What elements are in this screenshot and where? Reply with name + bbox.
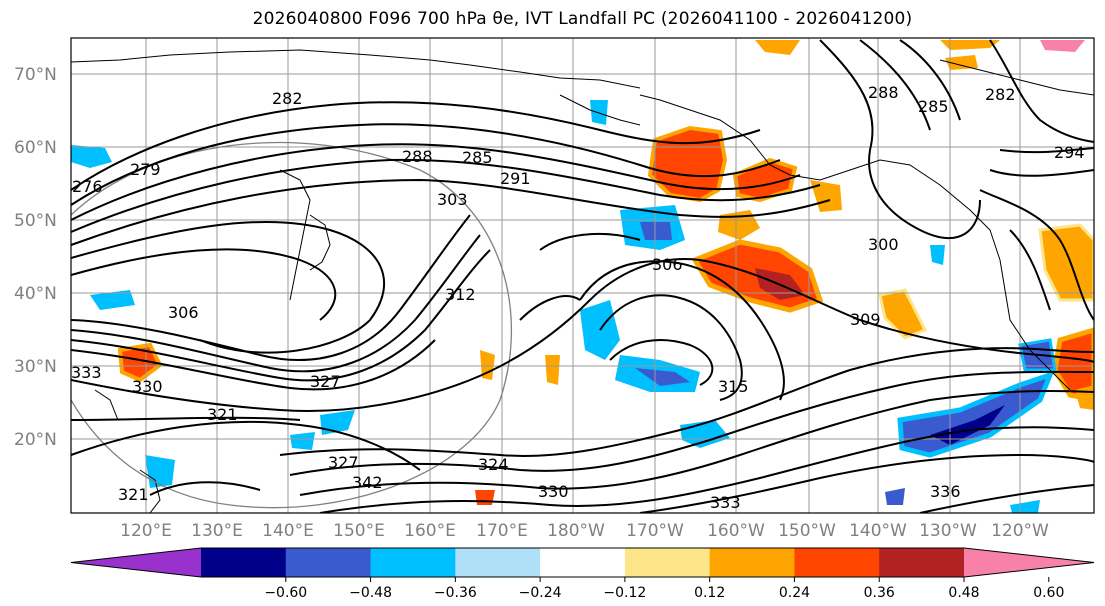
lat-label: 50°N (14, 211, 57, 231)
contour-label: 342 (352, 473, 383, 492)
colorbar-tick-label: −0.36 (434, 585, 477, 601)
colorbar-tick-label: −0.48 (349, 585, 392, 601)
contour-label: 315 (718, 377, 749, 396)
contour-label: 327 (310, 372, 341, 391)
colorbar-tick-label: 0.24 (779, 585, 810, 601)
contour-label: 333 (710, 493, 741, 512)
colorbar-tick-label: −0.24 (519, 585, 562, 601)
lat-label: 40°N (14, 284, 57, 304)
contour-label: 282 (272, 89, 303, 108)
lon-label: 170°W (626, 521, 684, 541)
longitude-axis: 120°E 130°E 140°E 150°E 160°E 170°E 180°… (120, 521, 1049, 541)
colorbar-segment (709, 548, 795, 577)
lon-label: 130°E (191, 521, 243, 541)
contour-label: 321 (118, 485, 149, 504)
colorbar-segment (540, 548, 626, 577)
colorbar-segment (879, 548, 965, 577)
contour-label: 309 (850, 310, 881, 329)
lon-label: 140°E (262, 521, 314, 541)
contour-label: 306 (652, 255, 683, 274)
colorbar-extend-high (964, 548, 1094, 577)
contour-label: 288 (402, 147, 433, 166)
contour-label: 330 (132, 377, 163, 396)
lat-label: 70°N (14, 65, 57, 85)
lon-label: 120°E (120, 521, 172, 541)
colorbar-segment (455, 548, 541, 577)
colorbar-tick-label: −0.12 (603, 585, 646, 601)
contour-label: 300 (868, 235, 899, 254)
colorbar-segment (370, 548, 456, 577)
contour-label: 321 (207, 405, 238, 424)
colorbar-segment (201, 548, 287, 577)
contour-label: 327 (328, 453, 359, 472)
lat-label: 60°N (14, 138, 57, 158)
lon-label: 160°E (404, 521, 456, 541)
latitude-axis: 70°N 60°N 50°N 40°N 30°N 20°N (14, 65, 57, 450)
colorbar: −0.60 −0.48 −0.36 −0.24 −0.12 0.12 0.24 0.36 0.4… (70, 547, 1095, 601)
colorbar-tick-label: 0.12 (694, 585, 725, 601)
colorbar-tick-label: 0.36 (864, 585, 895, 601)
lon-label: 140°W (849, 521, 907, 541)
map-title: 2026040800 F096 700 hPa θe, IVT Landfall… (252, 9, 913, 29)
contour-label: 288 (868, 83, 899, 102)
lat-label: 30°N (14, 357, 57, 377)
contour-label: 336 (930, 482, 961, 501)
contour-label: 294 (1054, 143, 1085, 162)
contour-label: 306 (168, 303, 199, 322)
colorbar-segment (285, 548, 372, 577)
contour-label: 276 (72, 177, 103, 196)
contour-labels: 282 288 285 291 276 279 303 306 294 288 … (71, 83, 1085, 512)
lon-label: 130°W (919, 521, 977, 541)
contour-label: 312 (445, 285, 476, 304)
lon-label: 160°W (707, 521, 765, 541)
lon-label: 150°W (778, 521, 836, 541)
colorbar-extend-low (71, 548, 201, 577)
contour-label: 291 (500, 169, 531, 188)
contour-label: 285 (462, 148, 493, 167)
lon-label: 150°E (333, 521, 385, 541)
colorbar-outline (70, 547, 1095, 578)
lon-label: 120°W (991, 521, 1049, 541)
contour-label: 330 (538, 482, 569, 501)
lat-label: 20°N (14, 430, 57, 450)
lon-label: 170°E (476, 521, 528, 541)
contour-label: 282 (985, 85, 1016, 104)
colorbar-segment (624, 548, 711, 577)
lon-label: 180°W (547, 521, 605, 541)
colorbar-tick-label: 0.60 (1033, 585, 1064, 601)
colorbar-segment (794, 548, 880, 577)
colorbar-tick-label: 0.48 (948, 585, 979, 601)
contour-label: 279 (130, 160, 161, 179)
contour-label: 324 (478, 455, 509, 474)
contour-label: 333 (71, 363, 102, 382)
colorbar-tick-label: −0.60 (264, 585, 307, 601)
distance-ring (71, 141, 512, 509)
theta-e-contours (71, 39, 1094, 513)
contour-label: 285 (918, 97, 949, 116)
gridlines (71, 38, 1094, 513)
contour-label: 303 (437, 190, 468, 209)
plot-frame (70, 37, 1095, 514)
